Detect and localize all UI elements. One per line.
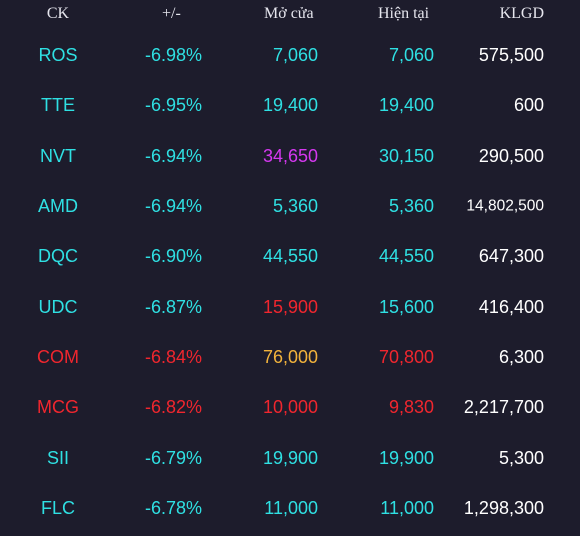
current-price-cell: 70,800 (378, 346, 434, 367)
header-open: Mở cửa (264, 5, 314, 22)
ticker-cell: TTE (41, 95, 75, 116)
table-body: ROS -6.98% 7,060 7,060 575,500 TTE -6.95… (0, 30, 580, 533)
volume-cell: 290,500 (478, 145, 544, 166)
current-price-cell: 19,400 (378, 95, 434, 116)
table-header: CK +/- Mở cửa Hiện tại KLGD (0, 0, 580, 30)
table-row[interactable]: COM -6.84% 76,000 70,800 6,300 (0, 332, 580, 382)
table-row[interactable]: ROS -6.98% 7,060 7,060 575,500 (0, 30, 580, 80)
table-row[interactable]: MCG -6.82% 10,000 9,830 2,217,700 (0, 382, 580, 432)
header-current: Hiện tại (378, 5, 430, 22)
change-cell: -6.87% (144, 296, 202, 317)
change-cell: -6.78% (144, 497, 202, 518)
volume-cell: 2,217,700 (463, 397, 544, 418)
header-volume: KLGD (499, 5, 544, 22)
change-cell: -6.94% (144, 145, 202, 166)
header-change: +/- (162, 5, 181, 22)
ticker-cell: DQC (38, 246, 78, 267)
ticker-cell: NVT (40, 145, 76, 166)
volume-cell: 575,500 (478, 45, 544, 66)
change-cell: -6.82% (144, 397, 202, 418)
table-row[interactable]: NVT -6.94% 34,650 30,150 290,500 (0, 131, 580, 181)
ticker-cell: UDC (38, 296, 78, 317)
open-price-cell: 19,400 (262, 95, 318, 116)
ticker-cell: MCG (37, 397, 79, 418)
header-ck: CK (46, 5, 70, 22)
change-cell: -6.95% (144, 95, 202, 116)
current-price-cell: 15,600 (378, 296, 434, 317)
volume-cell: 5,300 (498, 447, 544, 468)
change-cell: -6.90% (144, 246, 202, 267)
table-row[interactable]: DQC -6.90% 44,550 44,550 647,300 (0, 231, 580, 281)
open-price-cell: 34,650 (262, 145, 318, 166)
open-price-cell: 76,000 (262, 346, 318, 367)
table-row[interactable]: AMD -6.94% 5,360 5,360 14,802,500 (0, 181, 580, 231)
ticker-cell: COM (37, 346, 79, 367)
open-price-cell: 5,360 (272, 196, 318, 217)
volume-cell: 647,300 (478, 246, 544, 267)
volume-cell: 600 (513, 95, 544, 116)
open-price-cell: 19,900 (262, 447, 318, 468)
change-cell: -6.94% (144, 196, 202, 217)
change-cell: -6.79% (144, 447, 202, 468)
current-price-cell: 9,830 (388, 397, 434, 418)
ticker-cell: ROS (38, 45, 78, 66)
open-price-cell: 15,900 (262, 296, 318, 317)
ticker-cell: SII (46, 447, 70, 468)
open-price-cell: 7,060 (272, 45, 318, 66)
volume-cell: 416,400 (478, 296, 544, 317)
current-price-cell: 30,150 (378, 145, 434, 166)
volume-cell: 6,300 (498, 346, 544, 367)
open-price-cell: 11,000 (264, 497, 318, 518)
change-cell: -6.84% (144, 346, 202, 367)
current-price-cell: 11,000 (380, 497, 434, 518)
current-price-cell: 44,550 (378, 246, 434, 267)
volume-cell: 14,802,500 (466, 197, 544, 215)
ticker-cell: FLC (40, 497, 76, 518)
table-row[interactable]: FLC -6.78% 11,000 11,000 1,298,300 (0, 483, 580, 533)
table-row[interactable]: SII -6.79% 19,900 19,900 5,300 (0, 432, 580, 482)
open-price-cell: 44,550 (262, 246, 318, 267)
current-price-cell: 7,060 (388, 45, 434, 66)
current-price-cell: 19,900 (378, 447, 434, 468)
volume-cell: 1,298,300 (463, 497, 544, 518)
open-price-cell: 10,000 (262, 397, 318, 418)
table-row[interactable]: TTE -6.95% 19,400 19,400 600 (0, 80, 580, 130)
change-cell: -6.98% (144, 45, 202, 66)
table-row[interactable]: UDC -6.87% 15,900 15,600 416,400 (0, 281, 580, 331)
ticker-cell: AMD (38, 196, 78, 217)
current-price-cell: 5,360 (388, 196, 434, 217)
